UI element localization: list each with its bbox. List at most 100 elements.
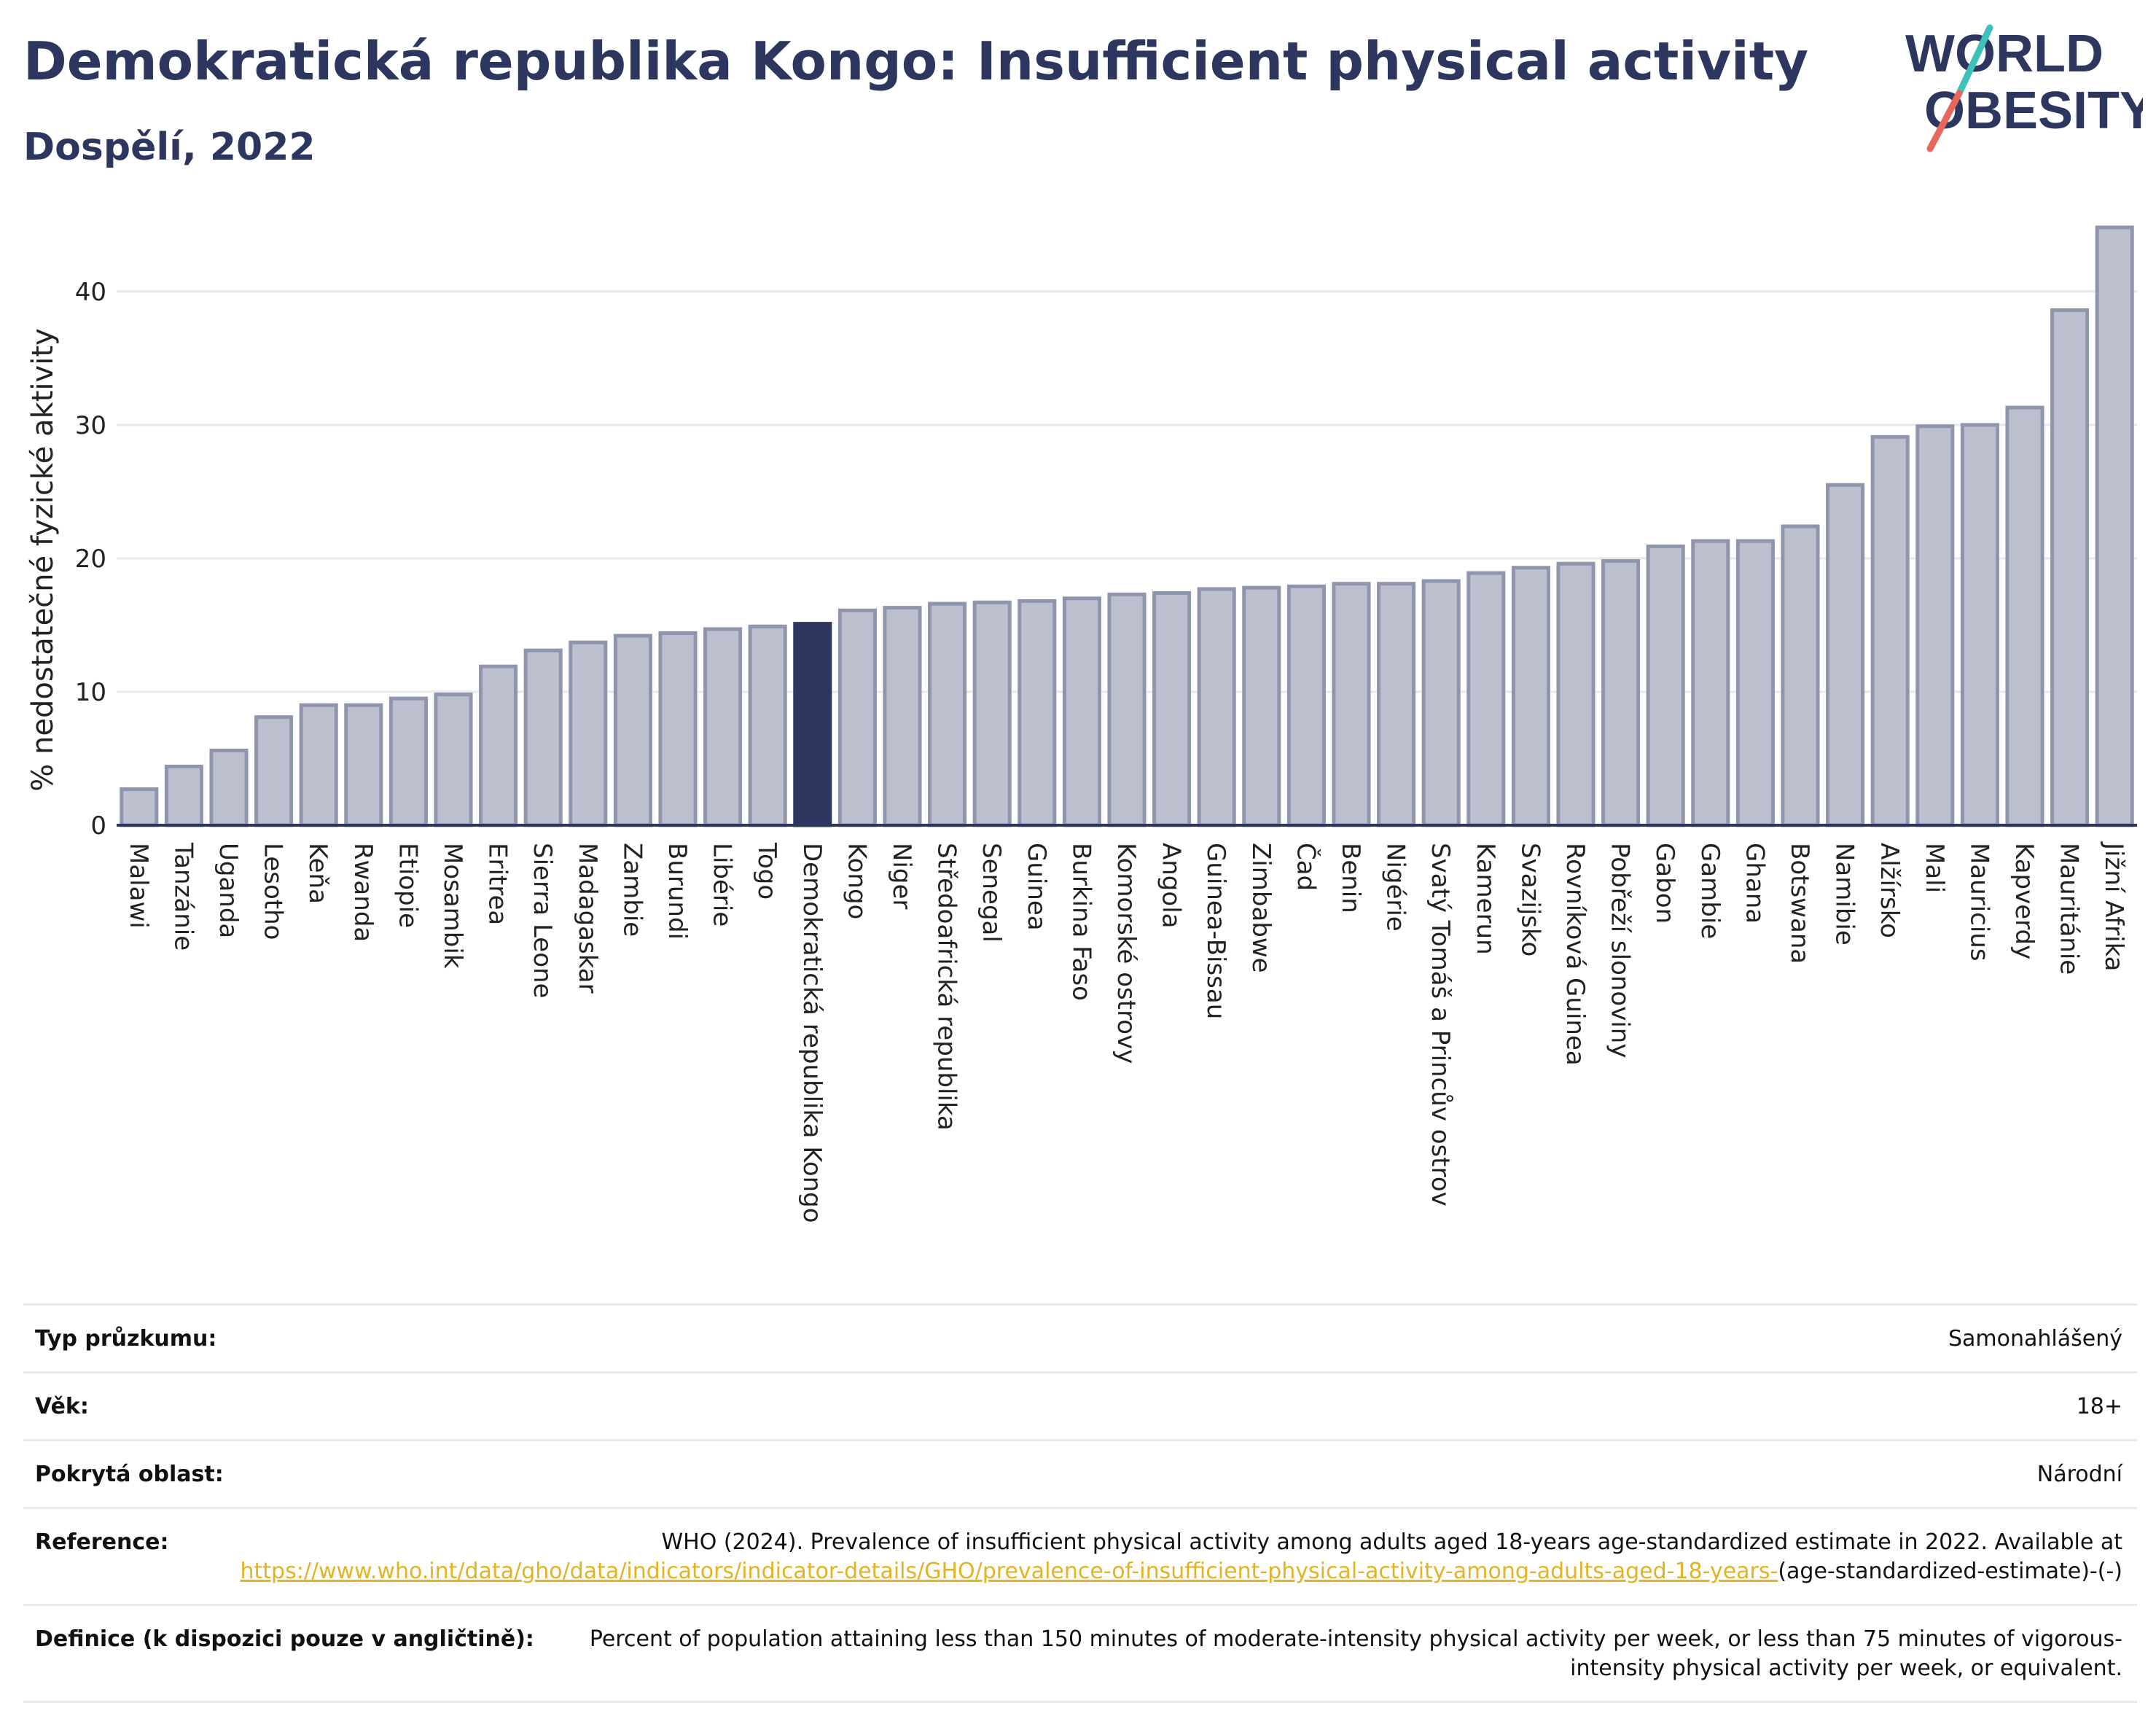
y-tick-labels: 0 10 20 30 40	[75, 278, 106, 841]
bar-12	[658, 631, 698, 827]
x-tick-label: Zambie	[617, 843, 647, 937]
info-label: Pokrytá oblast:	[35, 1462, 224, 1487]
x-tick-label: Eritrea	[483, 843, 512, 925]
definition-value: Percent of population attaining less tha…	[589, 1626, 2122, 1681]
bar-14	[748, 624, 787, 827]
bar-2	[209, 748, 249, 827]
x-tick-label: Alžírsko	[1875, 843, 1904, 938]
x-tick-label: Zimbabwe	[1246, 843, 1276, 973]
bar-17	[883, 606, 922, 827]
x-tick-label: Uganda	[214, 843, 243, 938]
bar-39	[1870, 434, 1910, 827]
info-row-age: Věk: 18+	[23, 1371, 2137, 1439]
reference-value: WHO (2024). Prevalence of insufficient p…	[198, 1528, 2122, 1586]
bar-10	[569, 640, 608, 827]
x-tick-label: Komorské ostrovy	[1112, 843, 1141, 1064]
x-tick-label: Senegal	[977, 843, 1006, 943]
y-tick-label: 0	[90, 811, 106, 841]
logo-slash-teal	[1956, 24, 1993, 97]
x-tick-label: Niger	[887, 843, 916, 909]
bar-0	[120, 787, 159, 827]
x-tick-label: Gambie	[1695, 843, 1725, 939]
info-row-definition: Definice (k dispozici pouze v angličtině…	[23, 1604, 2137, 1703]
bar-3	[254, 715, 294, 827]
bar-41	[1960, 423, 1999, 827]
x-tick-label: Namibie	[1830, 843, 1859, 946]
x-tick-label: Čad	[1291, 843, 1321, 891]
x-tick-label: Keňa	[303, 843, 332, 904]
bar-11	[613, 633, 652, 827]
reference-link[interactable]: https://www.who.int/data/gho/data/indica…	[240, 1559, 1778, 1584]
x-tick-label: Botswana	[1785, 843, 1814, 964]
x-tick-label: Mauricius	[1964, 843, 1993, 962]
bar-29	[1421, 579, 1461, 827]
x-tick-label: Kamerun	[1471, 843, 1500, 955]
x-tick-label: Benin	[1336, 843, 1365, 913]
reference-text: WHO (2024). Prevalence of insufficient p…	[661, 1529, 2122, 1555]
x-tick-label: Jižní Afrika	[2099, 841, 2128, 972]
x-tick-label: Tanzánie	[168, 842, 198, 951]
x-tick-label: Guinea-Bissau	[1201, 843, 1230, 1019]
bar-23	[1152, 591, 1192, 827]
info-row-survey-type: Typ průzkumu: Samonahlášený	[23, 1303, 2137, 1371]
x-tick-label: Svatý Tomáš a Princův ostrov	[1426, 843, 1455, 1206]
bar-chart: 0 10 20 30 40 Malawi Tanzánie Uganda Lesotho Keň…	[26, 225, 2137, 1223]
logo-line1: WORLD	[1905, 25, 2104, 83]
info-value: 18+	[2076, 1394, 2122, 1419]
x-tick-label: Pobřeží slonoviny	[1606, 843, 1635, 1058]
bar-22	[1107, 592, 1147, 827]
x-tick-label: Kapverdy	[2009, 843, 2039, 959]
bar-5	[344, 703, 383, 827]
x-tick-label: Kongo	[842, 843, 871, 919]
info-value: Národní	[2036, 1462, 2122, 1487]
bar-32	[1556, 561, 1595, 827]
bar-18	[928, 601, 967, 827]
logo-slash-coral	[1926, 90, 1963, 152]
bar-37	[1781, 524, 1820, 827]
y-tick-label: 20	[75, 545, 106, 574]
x-tick-label: Burundi	[663, 843, 692, 940]
x-tick-label: Etiopie	[393, 843, 422, 928]
bar-19	[972, 600, 1012, 827]
info-table: Typ průzkumu: Samonahlášený Věk: 18+ Pok…	[23, 1303, 2137, 1703]
y-tick-label: 10	[75, 678, 106, 707]
x-tick-label: Libérie	[708, 843, 737, 927]
x-tick-label: Svazijsko	[1515, 843, 1544, 956]
bar-43	[2050, 308, 2090, 827]
bar-31	[1511, 566, 1550, 827]
x-tick-label: Středoafrická republika	[932, 843, 961, 1131]
x-tick-label: Lesotho	[259, 843, 288, 940]
bars	[120, 225, 2134, 827]
x-tick-label: Guinea	[1022, 843, 1051, 931]
x-tick-label: Rovníková Guinea	[1561, 843, 1590, 1066]
chart-subtitle: Dospělí, 2022	[23, 125, 316, 169]
x-tick-label: Burkina Faso	[1066, 843, 1095, 1001]
x-tick-label: Demokratická republika Kongo	[797, 843, 827, 1223]
chart-title: Demokratická republika Kongo: Insufficie…	[23, 31, 1809, 92]
bar-27	[1332, 582, 1371, 827]
x-tick-label: Mosambik	[438, 843, 467, 969]
bar-16	[837, 608, 877, 827]
bar-26	[1286, 584, 1326, 827]
bar-21	[1062, 596, 1101, 827]
x-tick-label: Togo	[752, 842, 781, 900]
bar-6	[388, 696, 428, 827]
y-tick-label: 40	[75, 278, 106, 307]
bar-33	[1601, 559, 1641, 827]
bar-20	[1018, 599, 1057, 827]
info-label: Věk:	[35, 1394, 89, 1419]
bar-35	[1691, 539, 1730, 827]
bar-8	[479, 664, 518, 827]
x-tick-label: Nigérie	[1381, 843, 1410, 932]
reference-suffix: (age-standardized-estimate)-(-)	[1778, 1559, 2122, 1584]
bar-7	[434, 693, 473, 827]
info-label: Typ průzkumu:	[35, 1326, 217, 1352]
bar-40	[1915, 424, 1955, 827]
bar-15	[793, 622, 832, 827]
x-tick-label: Mali	[1920, 843, 1949, 893]
x-category-labels: Malawi Tanzánie Uganda Lesotho Keňa Rwanda Eti…	[124, 841, 2128, 1223]
y-tick-label: 30	[75, 411, 106, 440]
bar-9	[523, 648, 563, 827]
x-tick-label: Angola	[1157, 843, 1186, 928]
x-tick-label: Sierra Leone	[528, 843, 557, 998]
